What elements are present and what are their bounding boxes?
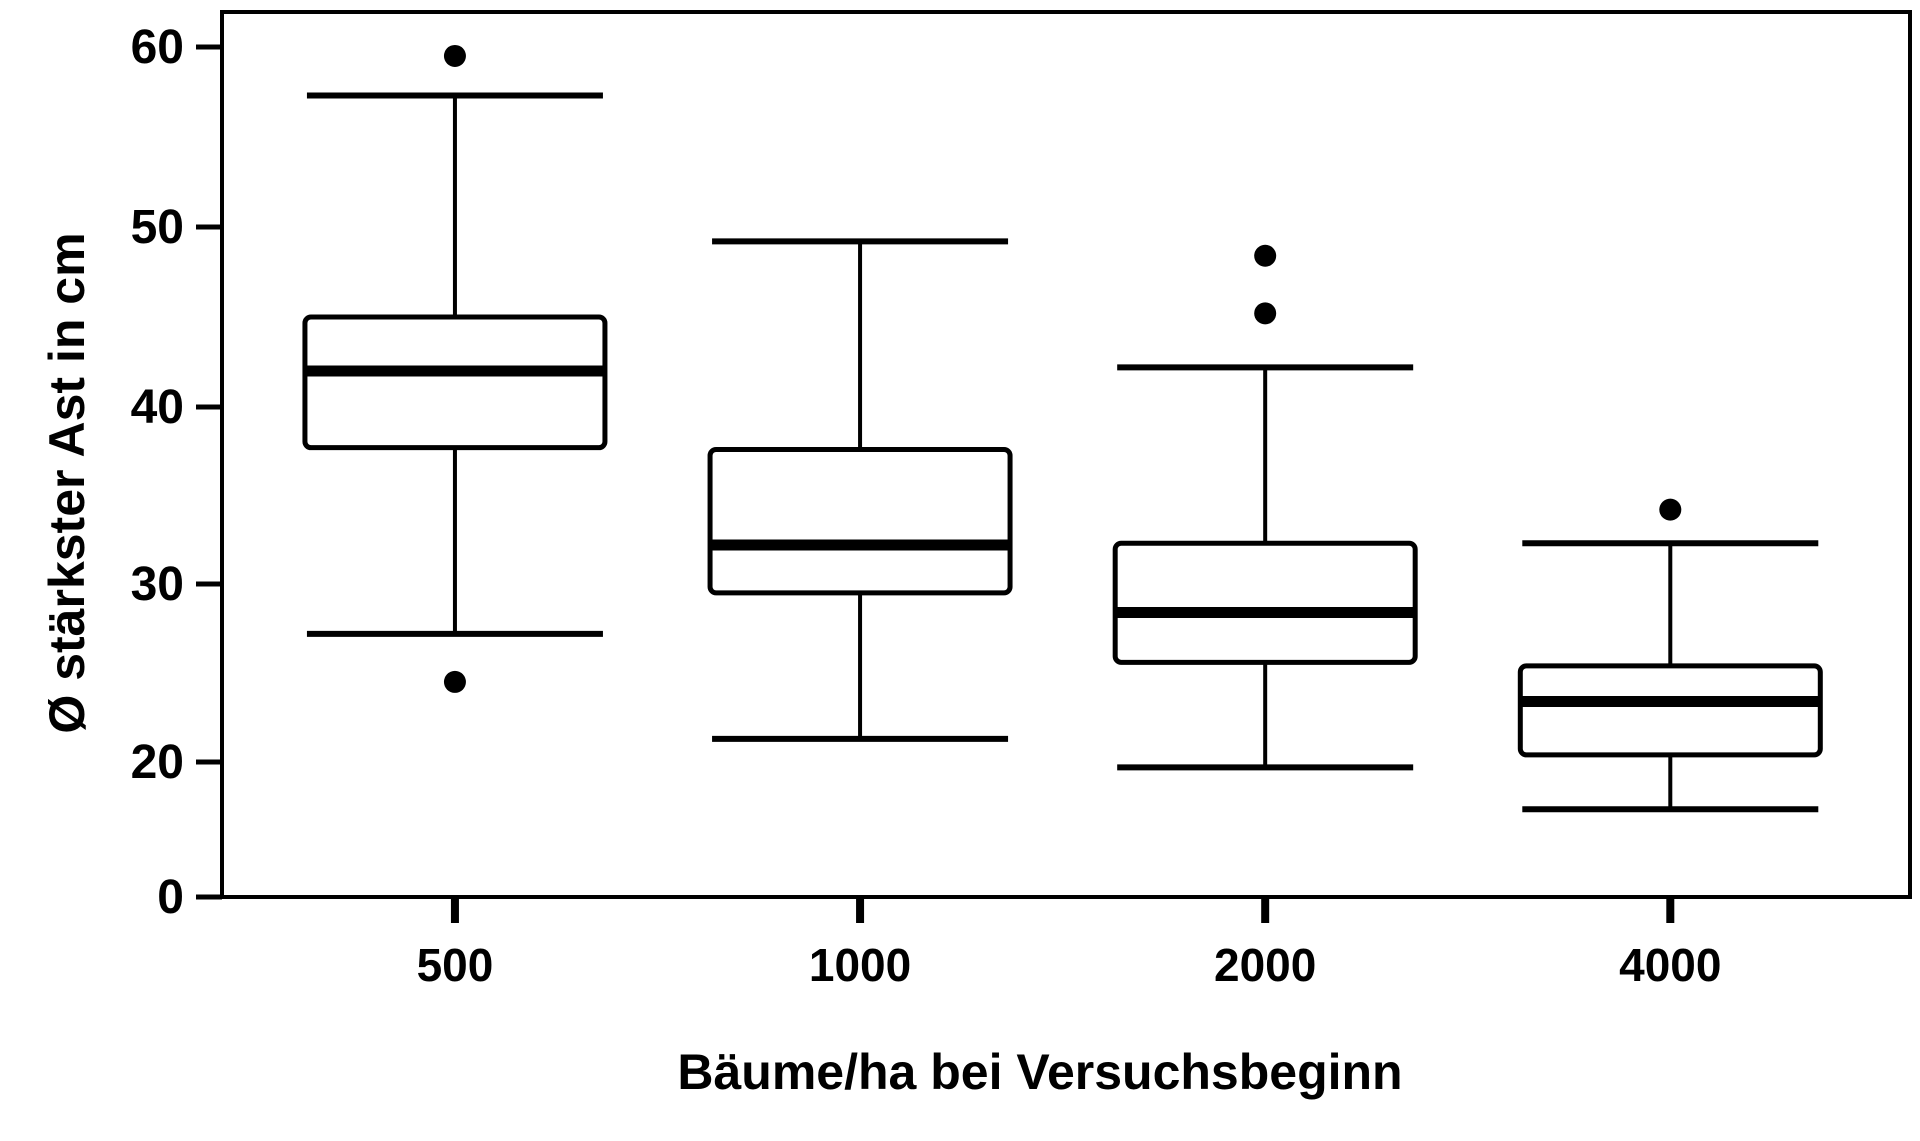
boxplot-4000 [1517, 498, 1823, 813]
outlier-dot [1659, 498, 1682, 521]
outlier-dot [443, 670, 466, 693]
y-tick-label-50: 50 [131, 201, 184, 254]
x-tick-label-4000: 4000 [1619, 939, 1721, 991]
x-tick-label-1000: 1000 [809, 939, 911, 991]
outlier-dot [443, 44, 466, 67]
boxplot-500 [302, 44, 608, 693]
boxplot-1000 [707, 238, 1013, 742]
iqr-box [1517, 663, 1823, 758]
x-tick-label-2000: 2000 [1214, 939, 1316, 991]
y-tick-label-30: 30 [131, 558, 184, 611]
iqr-box [1112, 540, 1418, 665]
y-tick-label-40: 40 [131, 381, 184, 434]
y-tick-label-60: 60 [131, 21, 184, 74]
y-tick-label-20: 20 [131, 736, 184, 789]
outlier-dot [1254, 244, 1277, 267]
y-tick-label-0: 0 [157, 871, 184, 924]
iqr-box [707, 446, 1013, 596]
x-axis-title: Bäume/ha bei Versuchsbeginn [677, 1044, 1403, 1100]
y-axis-title: Ø stärkster Ast in cm [39, 232, 95, 734]
x-tick-label-500: 500 [417, 939, 494, 991]
outlier-dot [1254, 302, 1277, 325]
iqr-box [302, 314, 608, 451]
boxplot-2000 [1112, 244, 1418, 771]
plot-frame [220, 10, 1912, 899]
